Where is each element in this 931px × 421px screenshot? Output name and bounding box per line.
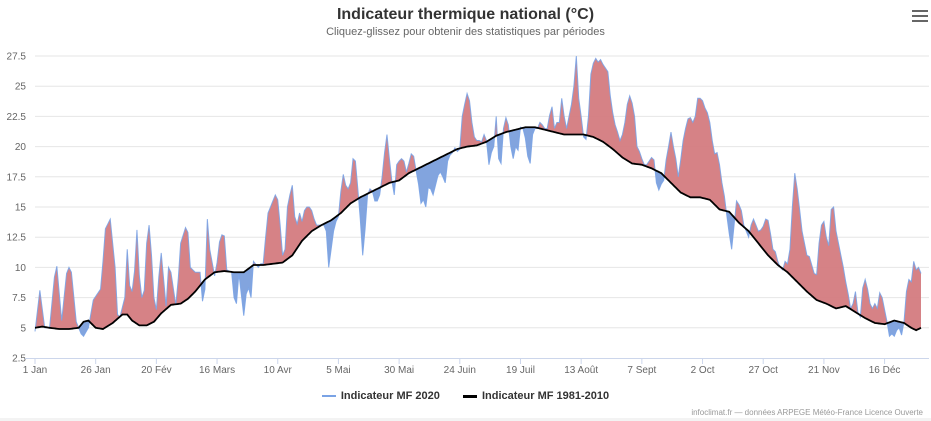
area-above-normal (259, 185, 322, 265)
area-above-normal (734, 200, 745, 228)
x-tick-label: 7 Sept (627, 365, 656, 376)
y-tick-label: 27.5 (7, 52, 27, 63)
menu-bar (912, 10, 928, 12)
y-tick-label: 17.5 (7, 172, 27, 183)
bottom-strip (0, 418, 931, 421)
credits-link[interactable]: infoclimat.fr — données ARPEGE Météo-Fra… (691, 408, 923, 417)
x-tick-label: 16 Mars (199, 365, 235, 376)
x-tick-label: 20 Fév (141, 365, 172, 376)
x-tick-label: 2 Oct (691, 365, 715, 376)
legend-label-2020: Indicateur MF 2020 (340, 390, 440, 402)
x-tick-label: 19 Juil (506, 365, 535, 376)
y-axis-ticks: 2.5 5 7.5 10 12.5 15 17.5 20 22.5 25 27.5 (7, 52, 27, 365)
area-above-normal (586, 58, 656, 171)
legend-item-2020[interactable]: Indicateur MF 2020 (321, 390, 440, 402)
hamburger-icon[interactable] (912, 10, 928, 24)
y-tick-label: 22.5 (7, 112, 27, 123)
y-tick-label: 2.5 (12, 354, 26, 365)
x-tick-label: 27 Oct (748, 365, 778, 376)
x-tick-label: 21 Nov (808, 365, 840, 376)
x-tick-label: 5 Mai (326, 365, 350, 376)
legend-item-normal[interactable]: Indicateur MF 1981-2010 (462, 390, 610, 402)
x-tick-label: 26 Jan (81, 365, 111, 376)
area-below-normal (358, 193, 369, 256)
x-tick-label: 13 Août (564, 365, 598, 376)
area-above-normal (215, 234, 231, 273)
area-above-normal (903, 261, 921, 331)
area-above-normal (664, 98, 727, 212)
area-above-normal (860, 279, 888, 325)
series-line-normal-1981-2010 (34, 126, 922, 332)
area-below-normal (726, 211, 735, 250)
area-above-normal (395, 153, 416, 182)
y-tick-label: 20 (15, 142, 27, 153)
x-tick-label: 16 Déc (869, 365, 901, 376)
legend-swatch-normal (462, 394, 477, 398)
menu-bar (912, 20, 928, 22)
x-tick-label: 24 Juin (444, 365, 476, 376)
y-tick-label: 10 (15, 263, 27, 274)
menu-bar (912, 15, 928, 17)
y-tick-label: 12.5 (7, 233, 27, 244)
area-above-normal (749, 219, 780, 267)
chart-title: Indicateur thermique national (°C) (336, 6, 595, 23)
area-above-normal (175, 227, 202, 305)
area-below-normal (887, 320, 904, 337)
area-below-normal (522, 127, 538, 164)
legend-label-normal: Indicateur MF 1981-2010 (481, 390, 610, 402)
legend: Indicateur MF 2020 Indicateur MF 1981-20… (0, 390, 931, 402)
series-line-2020 (34, 55, 922, 338)
x-tick-label: 1 Jan (23, 365, 47, 376)
y-tick-label: 15 (15, 203, 27, 214)
deviation-areas (35, 56, 921, 337)
area-above-normal (459, 93, 487, 149)
y-tick-label: 5 (20, 323, 26, 334)
x-axis: 1 Jan 26 Jan 20 Fév 16 Mars 10 Avr 5 Mai 30 Ma… (23, 358, 929, 376)
area-above-normal (120, 225, 176, 326)
y-tick-label: 25 (15, 82, 27, 93)
legend-swatch-2020 (321, 395, 336, 398)
area-above-normal (89, 219, 120, 330)
chart-subtitle: Cliquez-glissez pour obtenir des statist… (326, 26, 605, 38)
series-lines (34, 55, 922, 338)
area-above-normal (35, 290, 45, 328)
x-tick-label: 30 Mai (384, 365, 414, 376)
area-above-normal (380, 134, 393, 188)
area-above-normal (537, 56, 584, 135)
y-tick-label: 7.5 (12, 293, 26, 304)
area-above-normal (782, 173, 859, 315)
x-tick-label: 10 Avr (264, 365, 293, 376)
area-above-normal (503, 117, 510, 134)
